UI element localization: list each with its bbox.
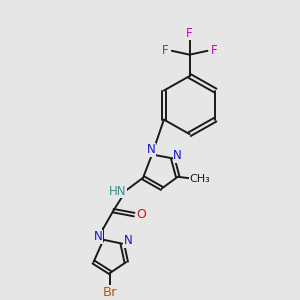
Text: F: F [211,44,218,57]
Text: N: N [147,143,155,156]
Text: F: F [186,27,193,40]
Text: F: F [161,44,168,57]
Text: HN: HN [109,185,126,198]
Text: Br: Br [103,286,118,298]
Text: N: N [94,230,103,243]
Text: O: O [136,208,146,221]
Text: N: N [173,149,182,162]
Text: N: N [124,234,133,247]
Text: CH₃: CH₃ [189,174,210,184]
